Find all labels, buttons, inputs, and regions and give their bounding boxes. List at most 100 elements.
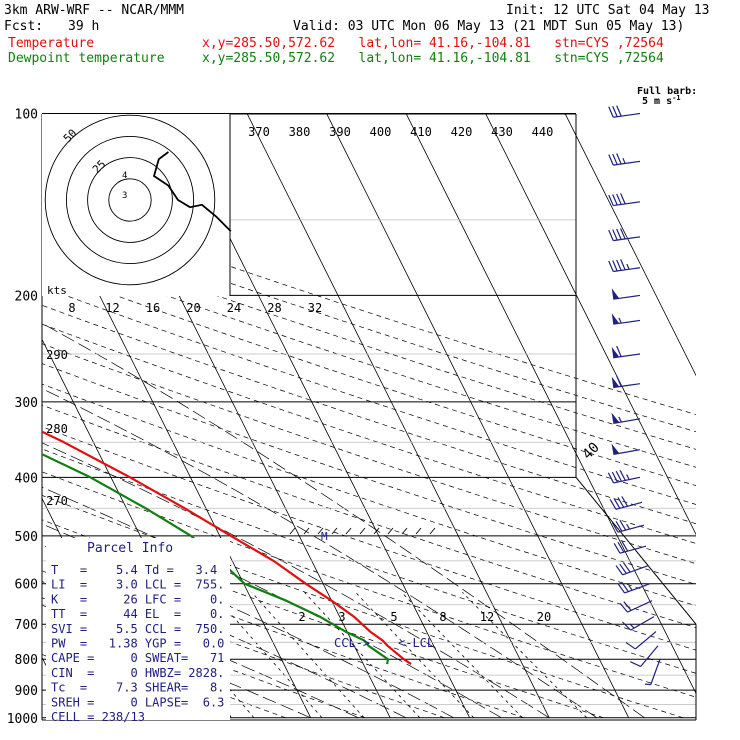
wind-barb-feather	[623, 601, 632, 611]
wind-barb-staff	[624, 583, 651, 594]
wind-barb	[645, 659, 661, 686]
theta-label: 290	[46, 348, 68, 362]
wind-barb	[622, 616, 655, 631]
wind-barb-feather	[615, 565, 624, 576]
wind-barb-feather	[616, 259, 622, 271]
isotherm	[246, 114, 550, 718]
sounding-profiles	[42, 430, 412, 666]
wind-barb	[608, 193, 641, 207]
wind-barb-staff	[613, 267, 641, 273]
wind-barb-feather	[608, 194, 614, 206]
wind-barb-staff	[613, 383, 641, 389]
wind-barb-feather	[611, 522, 619, 533]
wind-barb	[630, 645, 659, 668]
hodograph-speed-label: 24	[227, 301, 241, 315]
hodograph-point-label: 4	[122, 171, 127, 181]
wind-barb-feather	[617, 583, 626, 594]
wind-barb-feather	[616, 375, 622, 387]
theta-label: 270	[46, 494, 68, 508]
parcel-info-row: CELL = 238/13	[51, 710, 145, 724]
wind-barb-feather	[620, 193, 626, 205]
pressure-label: 300	[15, 396, 38, 411]
pressure-label: 500	[15, 530, 38, 545]
wind-barb-feather	[620, 259, 626, 271]
hodograph-speed-label: 20	[186, 301, 200, 315]
mixing-ratio-line	[401, 592, 523, 719]
mixing-ratio-label: 5	[390, 610, 397, 624]
wind-barb-feather	[616, 153, 622, 165]
wind-barb-half-feather	[626, 263, 630, 270]
level-tick	[345, 527, 352, 535]
hodograph-speed-label: 16	[146, 301, 160, 315]
theta-label: 280	[46, 422, 68, 436]
wind-barb-feather	[620, 228, 626, 240]
hodograph-speed-label: 28	[267, 301, 281, 315]
wind-barb-feather	[609, 499, 617, 510]
isotherm	[564, 114, 696, 377]
wind-barb-feather	[617, 497, 625, 508]
valid-time: Valid: 03 UTC Mon 06 May 13 (21 MDT Sun …	[293, 19, 685, 34]
wind-barb-feather	[616, 193, 622, 205]
wind-barb-feather	[612, 260, 618, 272]
wind-barb-feather	[613, 498, 621, 509]
wind-barb-feather	[619, 563, 627, 574]
wind-barb-flag	[611, 346, 620, 358]
dewpoint-legend-label: Dewpoint temperature	[8, 51, 165, 66]
isotherm	[405, 114, 696, 695]
hodograph-speed-label: 8	[68, 301, 75, 315]
hodograph-ring	[108, 178, 152, 222]
wind-barb	[611, 313, 641, 325]
wind-barb-staff	[617, 524, 645, 533]
hodograph-ring	[87, 157, 173, 243]
theta-label: 420	[451, 125, 473, 139]
moist-adiabat	[42, 388, 598, 719]
level-tick	[331, 527, 338, 535]
parcel-info-row: CAPE = 0 SWEAT= 71	[51, 651, 224, 665]
wind-barb	[608, 228, 641, 242]
parcel-marker: M	[321, 530, 328, 543]
theta-label: 380	[289, 125, 311, 139]
wind-barb-feather	[615, 470, 622, 482]
wind-barb-staff	[622, 565, 649, 576]
wind-barb-flag	[611, 313, 620, 325]
parcel-info-row: CIN = 0 HWBZ= 2828.	[51, 666, 224, 680]
parcel-info-row: PW = 1.38 YGP = 0.0	[51, 637, 224, 651]
hodograph-point-label: 3	[122, 191, 127, 201]
wind-barb-feather	[616, 228, 622, 240]
wind-barb-feather	[611, 471, 619, 483]
pressure-label: 200	[15, 289, 38, 304]
wind-barb-half-feather	[626, 523, 631, 530]
wind-barb	[619, 600, 653, 613]
wind-barb-staff	[634, 631, 657, 650]
theta-label: 440	[532, 125, 554, 139]
wind-barb	[611, 412, 641, 425]
wind-barb-staff	[630, 616, 655, 631]
wind-barb-feather	[615, 520, 623, 532]
wind-barb-feather	[621, 540, 629, 552]
wind-barb-flag	[611, 412, 620, 424]
isotherm-label: 40	[580, 440, 603, 463]
hodograph-ring	[65, 135, 195, 265]
theta-label: 390	[329, 125, 351, 139]
model-title: 3km ARW-WRF -- NCAR/MMM	[4, 3, 185, 18]
wind-barb-half-feather	[628, 585, 633, 591]
wind-barb	[608, 153, 641, 166]
parcel-info-box: Parcel Info T = 5.4 Td = 3.4LI = 3.0 LCL …	[46, 538, 230, 724]
temperature-station-info: x,y=285.50,572.62 lat,lon= 41.16,-104.81…	[202, 36, 664, 51]
mixing-ratio-label: 8	[439, 610, 446, 624]
hodograph-speed-label: 12	[105, 301, 119, 315]
wind-barb-feather	[608, 154, 614, 166]
wind-barb-feather	[621, 496, 629, 507]
wind-barb-flag	[611, 443, 620, 455]
mixing-ratio-label: 3	[338, 610, 345, 624]
mixing-ratio-line	[355, 592, 475, 719]
level-tick	[401, 527, 408, 535]
ccl-annotation: CCL->	[334, 636, 370, 650]
wind-barb-staff	[627, 600, 653, 613]
wind-barb-feather	[612, 153, 618, 165]
theta-label: 430	[491, 125, 513, 139]
wind-barbs	[607, 105, 661, 686]
mixing-ratio-line	[304, 592, 421, 719]
wind-barb	[625, 631, 657, 650]
